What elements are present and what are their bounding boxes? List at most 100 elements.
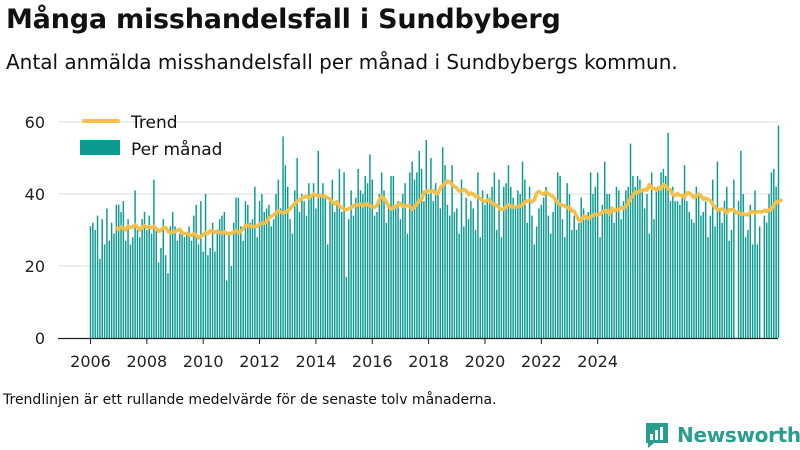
bar bbox=[432, 201, 435, 338]
bar bbox=[618, 190, 620, 338]
bar bbox=[190, 240, 193, 338]
bar bbox=[282, 136, 284, 338]
bar bbox=[298, 212, 301, 338]
bar bbox=[378, 194, 381, 338]
bar bbox=[268, 204, 270, 338]
x-tick-label: 2020 bbox=[465, 352, 506, 371]
bar bbox=[615, 186, 618, 338]
bar bbox=[632, 176, 634, 338]
bar bbox=[585, 219, 587, 338]
bar bbox=[204, 194, 207, 338]
bar bbox=[188, 226, 190, 338]
bar bbox=[134, 190, 136, 338]
bar bbox=[587, 212, 590, 338]
bar bbox=[446, 204, 449, 338]
bar bbox=[390, 176, 392, 338]
bar bbox=[324, 197, 327, 338]
bar bbox=[371, 179, 373, 338]
bar bbox=[279, 208, 282, 338]
bar bbox=[575, 230, 578, 338]
bar bbox=[458, 233, 460, 338]
bar bbox=[538, 208, 540, 338]
bar bbox=[181, 230, 183, 338]
bar bbox=[284, 165, 287, 338]
bar bbox=[409, 172, 411, 338]
bar bbox=[449, 215, 451, 338]
bar bbox=[559, 176, 561, 338]
bar bbox=[423, 201, 425, 338]
bar-series bbox=[89, 125, 780, 338]
bar bbox=[603, 161, 606, 338]
bar bbox=[366, 183, 369, 338]
bar bbox=[120, 212, 122, 338]
bar bbox=[763, 215, 766, 338]
bar bbox=[359, 190, 362, 338]
bar bbox=[404, 183, 406, 338]
bar bbox=[416, 172, 418, 338]
bar bbox=[256, 237, 258, 338]
bar bbox=[754, 190, 756, 338]
brand-name: Newsworthy bbox=[677, 423, 800, 447]
bar bbox=[481, 190, 484, 338]
bar bbox=[308, 183, 310, 338]
bar bbox=[214, 251, 216, 338]
bar bbox=[329, 201, 331, 338]
bar bbox=[150, 233, 153, 338]
bar bbox=[397, 201, 399, 338]
bar bbox=[667, 132, 669, 338]
bar bbox=[629, 143, 632, 338]
bar bbox=[620, 219, 622, 338]
x-tick-label: 2022 bbox=[521, 352, 562, 371]
bar bbox=[336, 204, 338, 338]
x-tick-label: 2012 bbox=[239, 352, 280, 371]
bar bbox=[493, 172, 496, 338]
bar bbox=[312, 183, 315, 338]
bar bbox=[622, 201, 625, 338]
bar bbox=[676, 201, 679, 338]
bar bbox=[399, 219, 402, 338]
bar bbox=[573, 215, 575, 338]
bar bbox=[99, 258, 101, 338]
bar bbox=[434, 183, 437, 338]
bar bbox=[348, 219, 350, 338]
bar bbox=[463, 226, 465, 338]
bar bbox=[599, 237, 601, 338]
bar bbox=[669, 201, 672, 338]
bar bbox=[770, 172, 773, 338]
bar bbox=[183, 237, 186, 338]
bar bbox=[719, 208, 721, 338]
bar bbox=[470, 201, 472, 338]
bar bbox=[218, 219, 221, 338]
y-tick-label: 20 bbox=[25, 257, 45, 276]
bar bbox=[737, 201, 740, 338]
bar bbox=[627, 186, 629, 338]
footnote: Trendlinjen är ett rullande medelvärde f… bbox=[3, 392, 497, 408]
bar bbox=[679, 204, 681, 338]
bar bbox=[643, 208, 646, 338]
bar bbox=[665, 176, 667, 338]
bar bbox=[402, 194, 404, 338]
bar bbox=[540, 204, 543, 338]
bar bbox=[157, 262, 160, 338]
bar bbox=[265, 208, 268, 338]
bar bbox=[484, 204, 486, 338]
bar bbox=[343, 172, 345, 338]
bar bbox=[148, 215, 150, 338]
bar bbox=[742, 194, 744, 338]
brand-logo: Newsworthy bbox=[644, 420, 800, 450]
bar bbox=[92, 222, 94, 338]
bar bbox=[193, 215, 195, 338]
bar bbox=[723, 201, 726, 338]
bar bbox=[420, 168, 423, 338]
bar bbox=[453, 212, 456, 338]
bar bbox=[108, 240, 111, 338]
bar bbox=[721, 222, 723, 338]
bar bbox=[376, 212, 378, 338]
bar bbox=[136, 230, 139, 338]
bar bbox=[517, 190, 519, 338]
legend-bars-swatch bbox=[80, 140, 120, 155]
bar bbox=[326, 244, 329, 338]
bar bbox=[566, 183, 568, 338]
bar bbox=[526, 222, 528, 338]
bar bbox=[169, 226, 172, 338]
